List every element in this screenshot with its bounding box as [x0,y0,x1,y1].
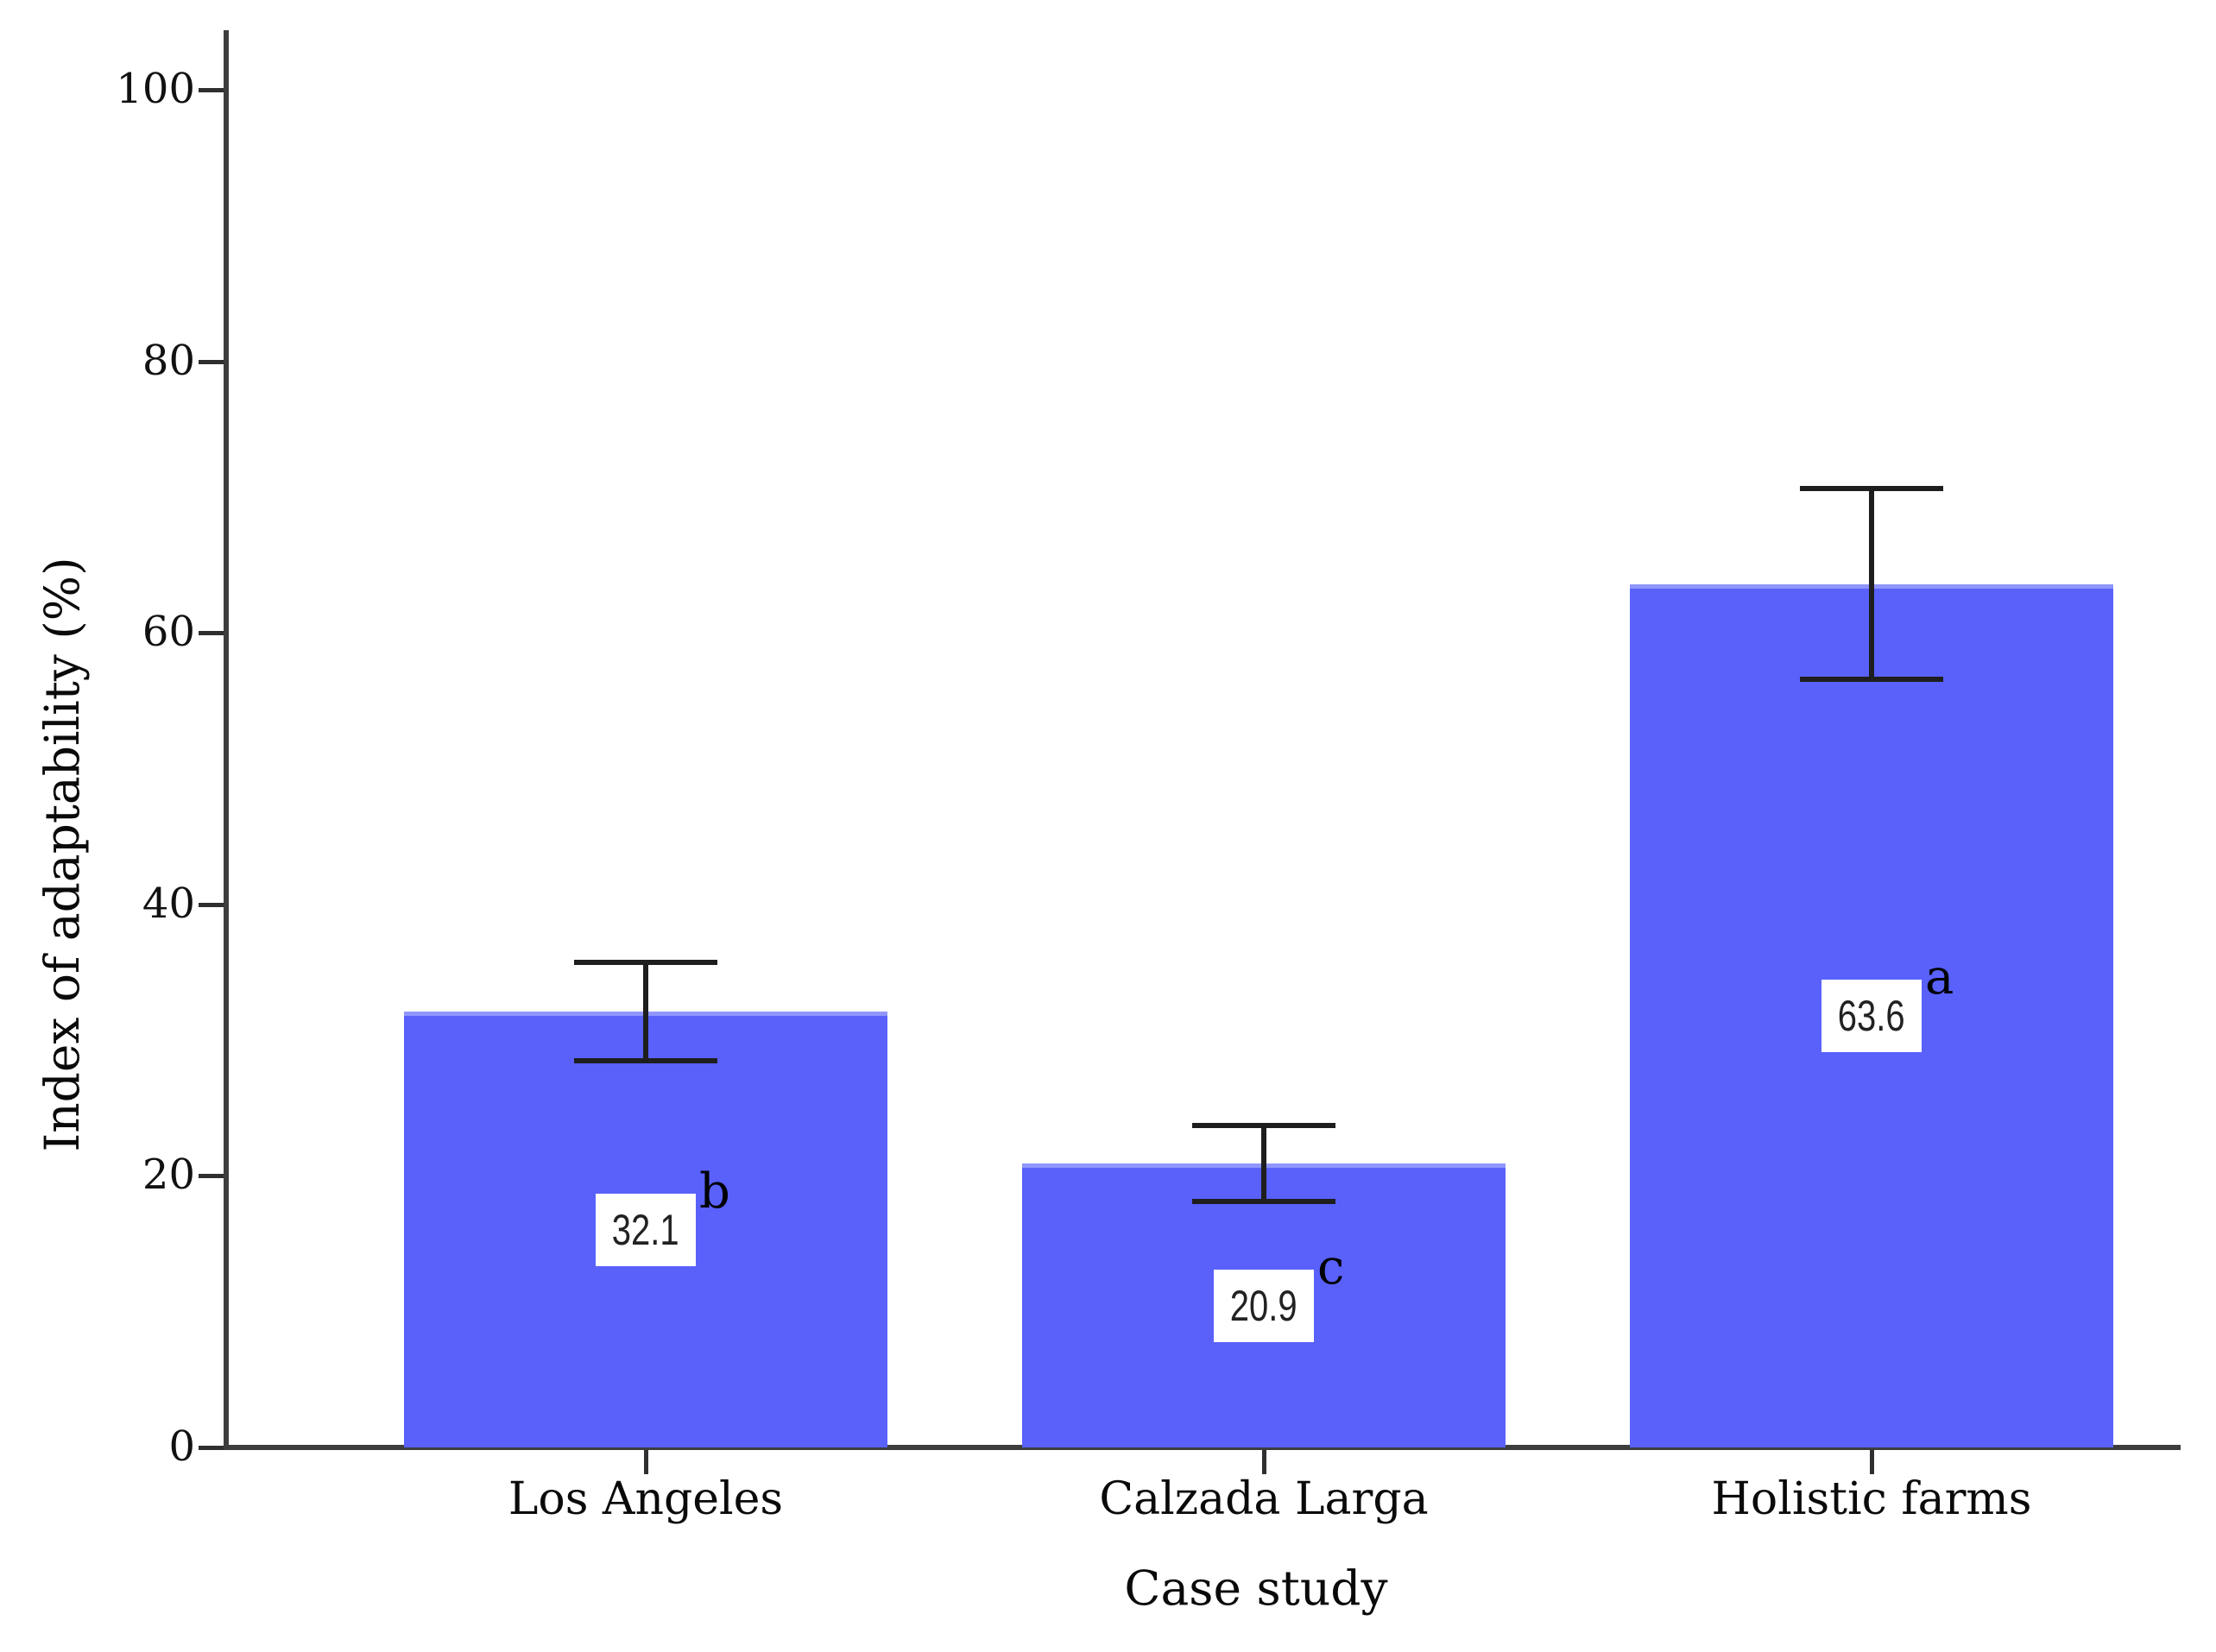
x-axis-tick [1870,1450,1874,1474]
y-axis-tick [199,902,224,907]
error-bar-cap-bottom [1192,1199,1335,1205]
error-bar-stem [1869,489,1874,679]
bar-value-box: 20.9 [1214,1269,1314,1342]
y-axis-tick-label: 80 [142,336,195,385]
bar-value-box: 63.6 [1821,979,1922,1052]
y-axis-tick [199,631,224,636]
x-axis-line [224,1445,2181,1450]
bar-significance-letter: c [1317,1239,1345,1296]
x-axis-tick [644,1450,648,1474]
bar-value-label: 63.6 [1838,991,1905,1040]
bar-value-box: 32.1 [596,1193,696,1266]
y-axis-line [224,30,229,1450]
error-bar-stem [1261,1126,1266,1202]
x-category-label: Holistic farms [1711,1473,2032,1525]
error-bar-cap-bottom [1800,676,1943,682]
bar-value-label: 20.9 [1230,1281,1297,1330]
y-axis-tick-label: 0 [168,1422,195,1471]
y-axis-tick [199,1174,224,1179]
y-axis-tick [199,88,224,92]
bar-significance-letter: b [699,1163,730,1220]
bar-value-label: 32.1 [612,1205,679,1254]
y-axis-tick-label: 60 [142,608,195,657]
bar-significance-letter: a [1925,949,1954,1006]
error-bar-cap-top [574,960,717,966]
error-bar-cap-top [1800,486,1943,492]
y-axis-tick-label: 40 [142,879,195,928]
y-axis-tick [199,359,224,364]
error-bar-cap-top [1192,1123,1335,1129]
error-bar-cap-bottom [574,1057,717,1063]
x-axis-tick [1262,1450,1266,1474]
x-category-label: Los Angeles [508,1473,784,1525]
x-axis-title: Case study [1124,1561,1388,1616]
y-axis-tick [199,1446,224,1450]
x-category-label: Calzada Larga [1099,1473,1429,1525]
y-axis-tick-label: 100 [116,65,195,113]
error-bar-stem [643,962,648,1061]
y-axis-tick-label: 20 [142,1151,195,1200]
